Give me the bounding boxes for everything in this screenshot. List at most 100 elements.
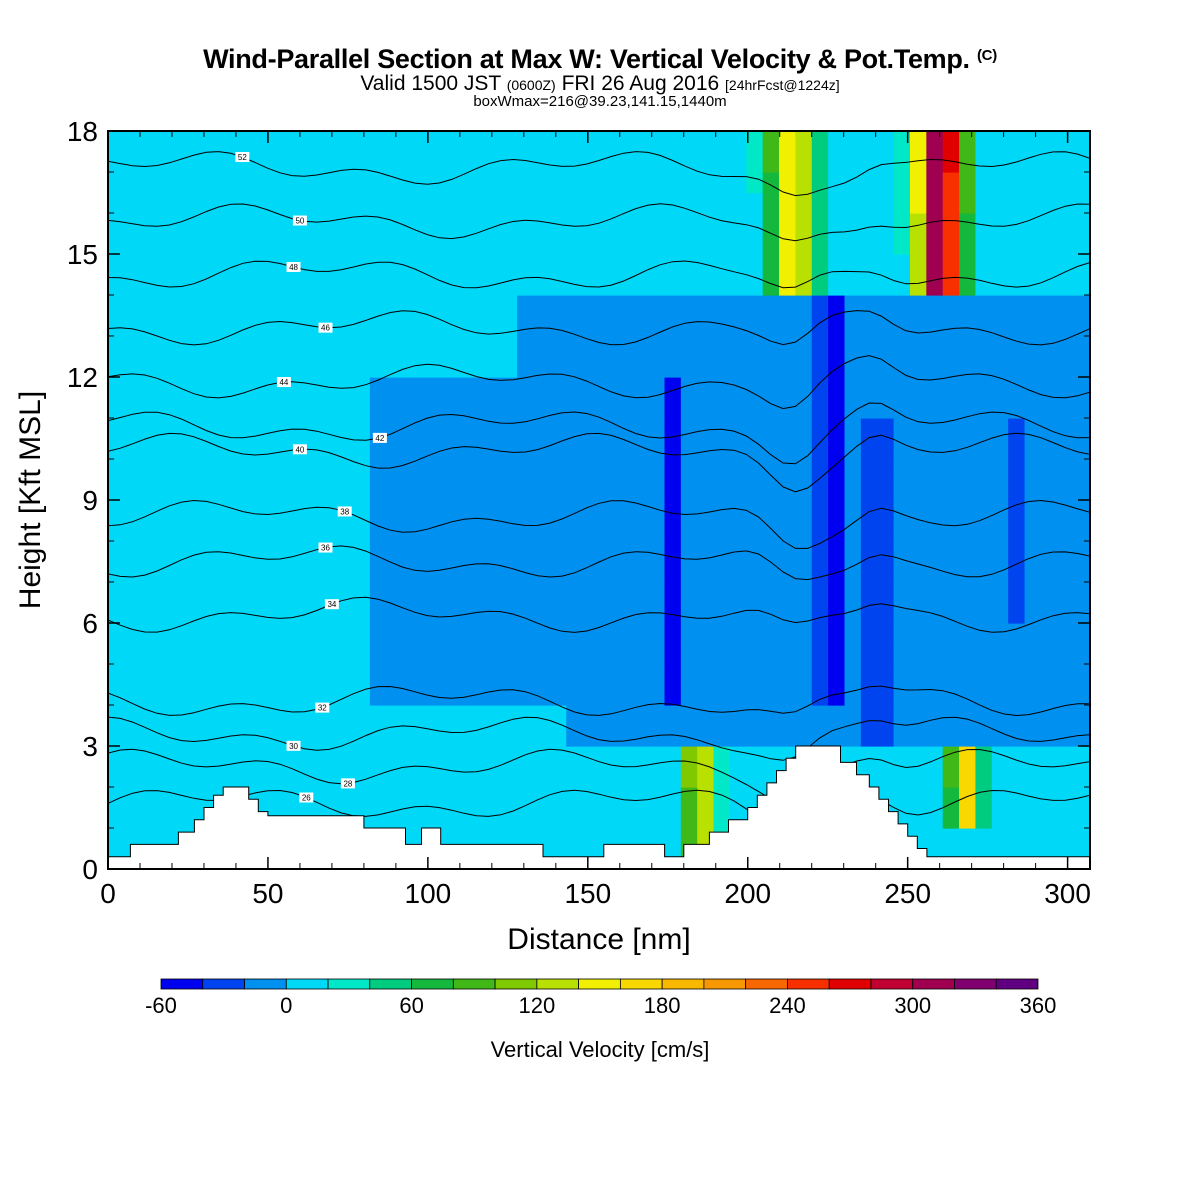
velocity-cell [795,172,813,194]
velocity-cell [369,131,387,153]
velocity-cell [779,377,796,399]
velocity-cell [533,705,551,727]
velocity-cell [320,746,338,768]
velocity-cell [828,151,846,173]
velocity-cell [517,295,535,317]
velocity-cell [222,192,240,214]
velocity-cell [1024,356,1042,378]
velocity-cell [402,479,420,501]
velocity-cell [599,356,616,378]
velocity-cell [1040,479,1058,501]
velocity-cell [418,705,436,727]
velocity-cell [337,418,355,440]
velocity-cell [173,766,191,788]
velocity-cell [1040,725,1058,747]
velocity-cell [959,377,977,399]
velocity-cell [271,582,289,604]
velocity-cell [189,541,207,563]
velocity-cell [909,356,927,378]
velocity-cell [582,561,600,583]
velocity-cell [942,233,960,255]
velocity-cell [288,561,305,583]
velocity-cell [451,602,469,624]
velocity-cell [893,602,911,624]
velocity-cell [909,274,927,296]
velocity-cell [680,725,698,747]
velocity-cell [779,254,796,276]
colorbar-swatch [787,978,830,990]
colorbar-swatch [494,978,538,990]
velocity-cell [1040,807,1058,829]
velocity-cell [566,233,584,255]
velocity-cell [124,295,142,317]
velocity-cell [664,766,682,788]
velocity-cell [648,807,666,829]
velocity-cell [844,336,862,358]
velocity-cell [729,438,747,460]
velocity-cell [1073,336,1090,358]
x-tick-label: 250 [884,878,931,909]
colorbar-swatch [703,978,747,990]
velocity-cell [664,828,682,850]
velocity-cell [615,766,633,788]
velocity-cell [615,213,633,235]
velocity-cell [386,418,404,440]
velocity-cell [680,274,698,296]
velocity-cell [599,172,616,194]
velocity-cell [828,377,846,399]
velocity-cell [942,356,960,378]
velocity-cell [189,131,207,153]
velocity-cell [877,664,895,686]
velocity-cell [762,520,780,542]
velocity-cell [173,500,191,522]
velocity-cell [271,459,289,481]
velocity-cell [942,418,960,440]
velocity-cell [844,418,862,440]
velocity-cell [353,684,371,706]
velocity-cell [1040,459,1058,481]
velocity-cell [418,315,436,337]
velocity-cell [926,377,944,399]
velocity-cell [549,766,567,788]
velocity-cell [140,295,158,317]
velocity-cell [615,274,633,296]
velocity-cell [353,295,371,317]
velocity-cell [893,623,911,645]
velocity-cell [271,274,289,296]
velocity-cell [140,746,158,768]
velocity-cell [926,151,944,173]
velocity-cell [189,336,207,358]
velocity-cell [729,705,747,727]
velocity-cell [386,643,404,665]
velocity-cell [337,602,355,624]
velocity-cell [648,254,666,276]
velocity-cell [795,213,813,235]
velocity-cell [451,479,469,501]
velocity-cell [337,397,355,419]
velocity-cell [844,315,862,337]
velocity-cell [680,643,698,665]
velocity-cell [844,643,862,665]
velocity-cell [648,356,666,378]
velocity-cell [173,377,191,399]
velocity-cell [369,438,387,460]
velocity-cell [549,336,567,358]
velocity-cell [418,397,436,419]
velocity-cell [1073,438,1090,460]
valid-date: FRI 26 Aug 2016 [561,72,720,95]
velocity-cell [484,746,502,768]
velocity-cell [255,582,273,604]
velocity-cell [1057,582,1075,604]
velocity-cell [566,746,584,768]
velocity-cell [140,151,158,173]
velocity-cell [697,664,715,686]
velocity-cell [451,664,469,686]
velocity-cell [664,295,682,317]
velocity-cell [697,766,715,788]
velocity-cell [746,664,764,686]
velocity-cell [762,705,780,727]
velocity-cell [975,172,993,194]
velocity-cell [140,356,158,378]
velocity-cell [533,377,551,399]
colorbar-swatch [912,978,955,990]
